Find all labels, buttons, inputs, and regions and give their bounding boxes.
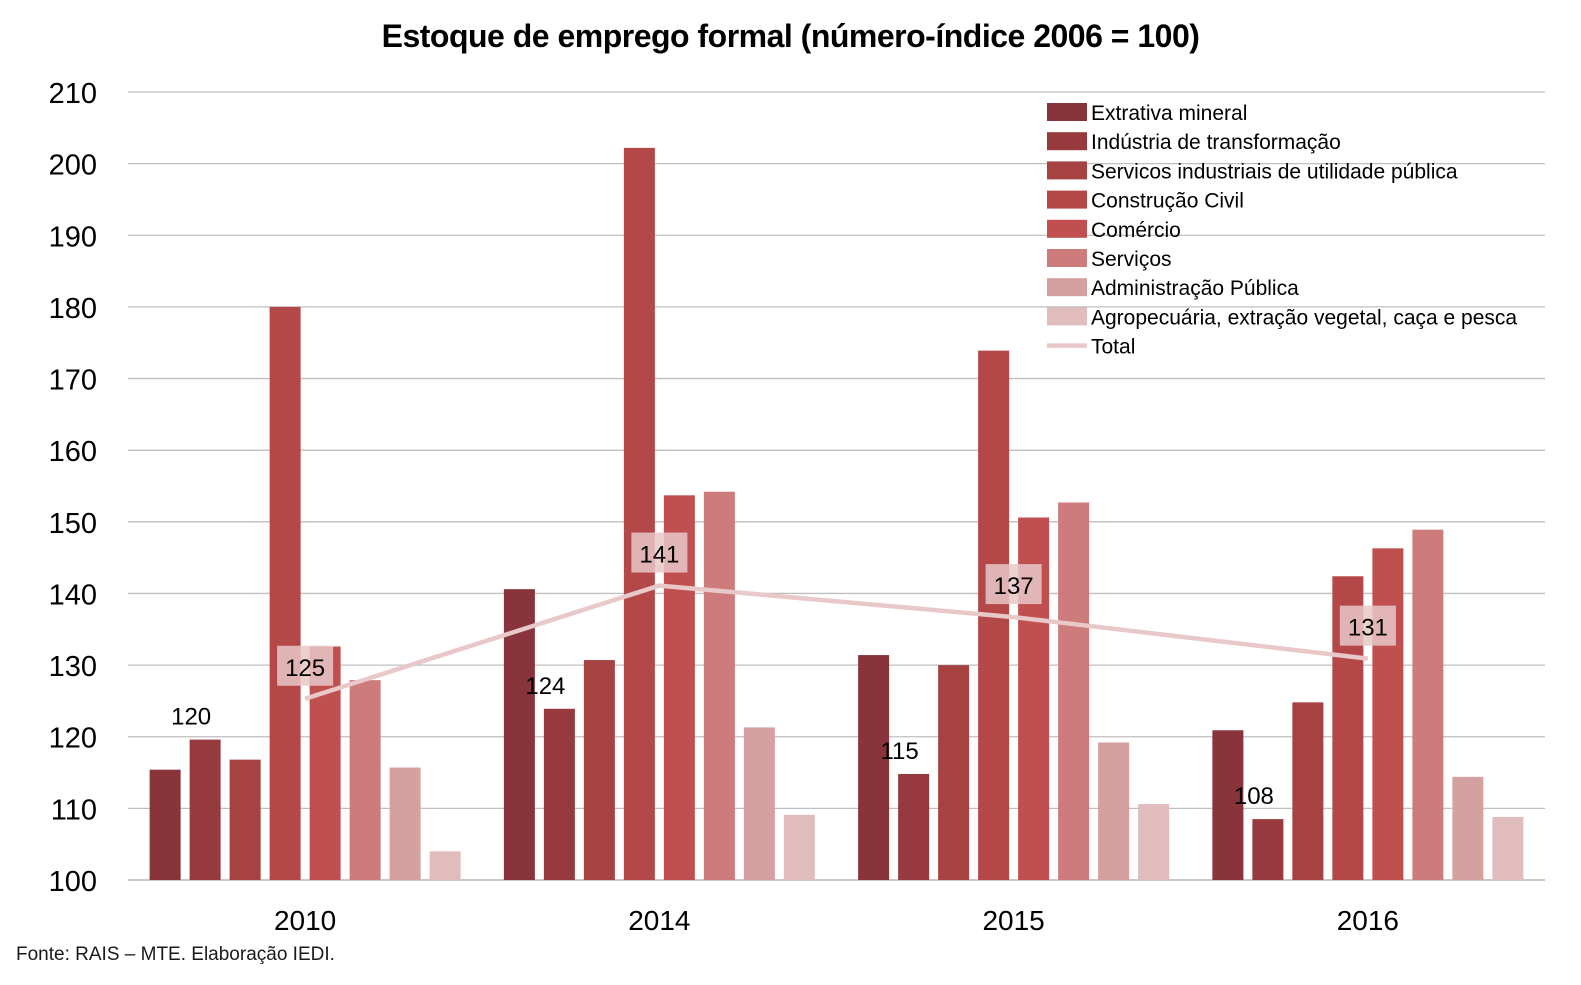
y-tick-label: 180 bbox=[49, 293, 97, 325]
x-tick-label: 2014 bbox=[628, 905, 690, 936]
legend-label: Serviços bbox=[1091, 248, 1172, 271]
x-tick-label: 2010 bbox=[274, 905, 336, 936]
bar-data-label: 108 bbox=[1234, 783, 1274, 810]
bar bbox=[1138, 804, 1170, 880]
bar bbox=[1412, 529, 1444, 880]
y-tick-label: 140 bbox=[49, 579, 97, 611]
legend-label: Extrativa mineral bbox=[1091, 102, 1247, 125]
line-data-label: 137 bbox=[994, 573, 1034, 600]
y-tick-label: 100 bbox=[49, 866, 97, 898]
y-tick-label: 200 bbox=[49, 150, 97, 182]
legend-swatch bbox=[1047, 249, 1087, 267]
legend-label: Comércio bbox=[1091, 219, 1181, 242]
y-tick-label: 190 bbox=[49, 221, 97, 253]
x-tick-label: 2016 bbox=[1337, 905, 1399, 936]
line-data-label: 141 bbox=[639, 542, 679, 569]
bar bbox=[1058, 502, 1090, 880]
legend-label: Total bbox=[1091, 336, 1135, 359]
bar bbox=[703, 491, 735, 880]
legend-swatch bbox=[1047, 307, 1087, 326]
bar bbox=[543, 708, 575, 880]
bar bbox=[1098, 742, 1130, 880]
y-tick-label: 130 bbox=[49, 651, 97, 683]
line-label-box bbox=[631, 532, 688, 573]
bar bbox=[858, 655, 890, 880]
legend-swatch bbox=[1047, 161, 1087, 180]
source-note: Fonte: RAIS – MTE. Elaboração IEDI. bbox=[16, 944, 335, 965]
y-tick-label: 210 bbox=[49, 78, 97, 110]
bar bbox=[229, 759, 261, 880]
legend-swatch bbox=[1047, 190, 1087, 209]
y-tick-label: 110 bbox=[51, 794, 97, 826]
chart-title: Estoque de emprego formal (número-índice… bbox=[381, 18, 1200, 54]
legend-label: Agropecuária, extração vegetal, caça e p… bbox=[1091, 306, 1517, 329]
bar bbox=[503, 589, 535, 880]
bar bbox=[583, 660, 615, 880]
bar bbox=[623, 147, 655, 881]
bar bbox=[898, 773, 930, 880]
legend-swatch bbox=[1047, 132, 1087, 151]
y-tick-label: 160 bbox=[49, 436, 97, 468]
bar-data-label: 115 bbox=[880, 738, 918, 765]
y-tick-label: 120 bbox=[49, 723, 97, 755]
bar bbox=[1292, 702, 1324, 880]
bar bbox=[149, 769, 181, 880]
bar-data-label: 120 bbox=[171, 704, 211, 731]
bar bbox=[938, 665, 970, 880]
bar bbox=[1452, 776, 1484, 880]
line-label-box bbox=[985, 564, 1042, 605]
legend-label: Indústria de transformação bbox=[1091, 131, 1341, 154]
total-line bbox=[304, 583, 1369, 701]
bar bbox=[1212, 730, 1244, 880]
bar bbox=[783, 814, 815, 880]
bar bbox=[429, 851, 461, 880]
legend-label: Servicos industriais de utilidade públic… bbox=[1091, 160, 1458, 183]
bar bbox=[1372, 548, 1404, 880]
legend-swatch bbox=[1047, 278, 1087, 297]
legend-swatch bbox=[1047, 103, 1087, 121]
bar bbox=[189, 739, 221, 880]
bar bbox=[1252, 819, 1284, 880]
legend-label: Administração Pública bbox=[1091, 277, 1299, 300]
line-label-box bbox=[1339, 605, 1396, 646]
bar bbox=[1492, 816, 1524, 880]
bar bbox=[743, 727, 775, 880]
y-tick-label: 150 bbox=[49, 508, 97, 540]
bar bbox=[269, 306, 301, 881]
y-tick-label: 170 bbox=[49, 365, 97, 397]
bar-data-label: 124 bbox=[525, 673, 565, 700]
legend-label: Construção Civil bbox=[1091, 190, 1244, 213]
x-tick-label: 2015 bbox=[982, 905, 1044, 936]
line-data-label: 125 bbox=[285, 655, 325, 682]
line-label-box bbox=[277, 645, 334, 686]
bar bbox=[389, 767, 421, 880]
line-data-label: 131 bbox=[1348, 615, 1388, 642]
bar bbox=[349, 680, 381, 880]
legend-swatch bbox=[1047, 219, 1087, 238]
